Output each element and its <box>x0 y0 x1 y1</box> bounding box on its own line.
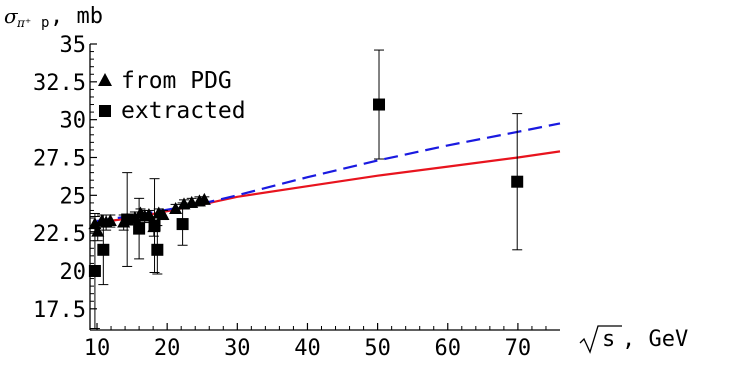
curve-red-solid <box>96 150 561 224</box>
y-axis-label-subscript-p: p <box>41 15 49 31</box>
pdg-point <box>103 214 117 227</box>
pdg-point <box>197 192 211 205</box>
y-tick-label: 30 <box>60 109 87 134</box>
y-tick-label: 22.5 <box>33 222 86 247</box>
legend-marker-triangle <box>98 73 112 86</box>
y-axis-label: σ π⁺ p , mb <box>4 4 103 31</box>
y-tick-label: 25 <box>60 184 87 209</box>
extracted-point <box>88 264 101 277</box>
sqrt-symbol <box>579 325 622 354</box>
x-tick-label: 60 <box>435 336 462 361</box>
y-axis-label-subscript: π⁺ <box>16 16 31 30</box>
y-axis-label-unit: , mb <box>50 4 103 29</box>
extracted-point <box>121 213 134 226</box>
x-tick-label: 50 <box>364 336 391 361</box>
extracted-point <box>97 243 110 256</box>
x-tick-label: 30 <box>224 336 251 361</box>
x-axis-label-variable: s <box>602 327 615 352</box>
extracted-point <box>511 175 524 188</box>
data-markers <box>88 98 524 277</box>
x-tick-label: 20 <box>154 336 181 361</box>
pdg-point <box>91 224 105 237</box>
x-axis-label: s , GeV <box>579 325 688 354</box>
legend-label-extracted: extracted <box>121 98 246 124</box>
y-tick-label: 27.5 <box>33 146 86 171</box>
pdg-point <box>142 207 156 220</box>
legend-marker-square <box>99 105 111 117</box>
y-tick-label: 35 <box>60 33 87 58</box>
extracted-point <box>133 222 146 235</box>
x-tick-label: 40 <box>294 336 321 361</box>
curve-blue-dashed <box>96 122 561 223</box>
extracted-point <box>148 219 161 232</box>
y-tick-label: 32.5 <box>33 71 86 96</box>
extracted-point <box>176 218 189 231</box>
y-axis-ticks: 17.5 20 22.5 25 27.5 30 32.5 35 <box>33 33 97 323</box>
pdg-point <box>156 207 170 220</box>
y-tick-label: 17.5 <box>33 298 86 323</box>
y-axis-label-symbol: σ <box>4 4 19 28</box>
extracted-point <box>373 98 386 111</box>
x-tick-label: 10 <box>84 336 111 361</box>
legend-label-pdg: from PDG <box>121 68 232 94</box>
x-axis-ticks: 10 20 30 40 50 60 70 <box>84 323 547 361</box>
x-axis-label-unit: , GeV <box>622 327 688 352</box>
legend: from PDG extracted <box>98 68 246 124</box>
pdg-point <box>169 201 183 214</box>
model-curves <box>96 122 561 224</box>
x-tick-label: 70 <box>505 336 532 361</box>
extracted-point <box>151 243 164 256</box>
y-tick-label: 20 <box>60 260 87 285</box>
